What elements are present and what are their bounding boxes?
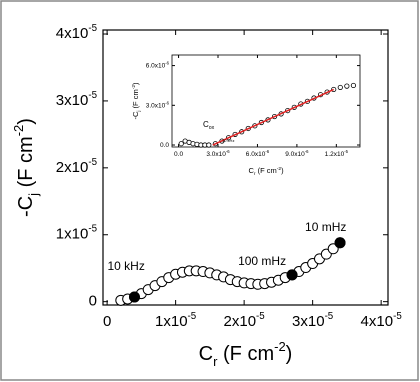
x-axis-title-part: C	[199, 343, 213, 365]
highlight-point	[334, 237, 346, 249]
tick-label-part: 9.0x10	[285, 151, 305, 158]
tick-label: 1.2x10-5	[325, 149, 349, 158]
tick-label-part: -6	[165, 100, 169, 105]
tick-label: 9.0x10-6	[285, 149, 309, 158]
tick-label-part: 4x10	[361, 313, 394, 330]
tick-label-part: 4x10	[56, 25, 89, 42]
tick-label: 2x10-5	[56, 157, 98, 176]
y-axis-title-part: j	[26, 193, 41, 197]
y-axis-title-part: -2	[11, 125, 26, 137]
x-axis-title-part: r	[254, 171, 256, 177]
tick-label: 1x10-5	[155, 311, 197, 330]
tick-label-part: -5	[325, 311, 334, 322]
y-axis-title-part: (F cm	[131, 89, 140, 110]
tick-label-part: -5	[88, 23, 97, 34]
tick-label: 3x10-5	[292, 311, 334, 330]
tick-label-part: 2x10	[224, 313, 257, 330]
tick-label-part: 6.0x10	[246, 151, 266, 158]
tick-label-part: 1.2x10	[325, 151, 345, 158]
tick-label-part: -5	[344, 149, 348, 154]
x-axis-title-part: )	[286, 343, 293, 365]
data-point	[206, 142, 212, 148]
tick-label: 4x10-5	[361, 311, 403, 330]
tick-label-part: -5	[88, 224, 97, 235]
marker-label-part: ox	[209, 125, 215, 131]
y-axis-title-part: j	[136, 111, 142, 113]
data-point	[350, 82, 357, 89]
tick-label: 2x10-5	[224, 311, 266, 330]
fit-line	[212, 88, 335, 146]
x-axis-title-part: r	[213, 354, 218, 369]
x-axis-title-part: (F cm	[217, 343, 274, 365]
tick-label-part: 0.0	[174, 151, 183, 158]
tick-label: 0.0	[174, 151, 183, 158]
annotation: 10 mHz	[305, 220, 346, 234]
tick-label-part: 1x10	[56, 226, 89, 243]
tick-label: 4x10-5	[56, 23, 98, 42]
data-point	[337, 84, 343, 91]
tick-label-part: -6	[265, 149, 269, 154]
tick-label: 1x10-5	[56, 224, 98, 243]
y-axis-title-part: )	[15, 118, 37, 125]
x-axis-title-part: (F cm	[255, 166, 276, 175]
tick-label: 3.0x10-6	[146, 100, 170, 109]
tick-label-part: -5	[256, 311, 265, 322]
tick-label-part: 3x10	[292, 313, 325, 330]
tick-label-part: 0.0	[160, 142, 169, 149]
tick-label-part: 3.0x10	[206, 151, 226, 158]
tick-label-part: -5	[188, 311, 197, 322]
x-axis-title-part: -2	[274, 339, 286, 354]
tick-label-part: 6.0x10	[146, 62, 166, 69]
highlight-point	[129, 291, 141, 303]
y-axis-title-part: -C	[15, 196, 37, 217]
tick-label-part: -6	[165, 60, 169, 65]
y-axis-title: -Cj (F cm-2)	[131, 82, 142, 120]
y-axis-title-part: -2	[131, 85, 137, 90]
data-point	[178, 141, 184, 147]
x-axis-title-part: C	[248, 166, 254, 175]
tick-label-part: -5	[88, 90, 97, 101]
tick-label-part: 3.0x10	[146, 102, 166, 109]
highlight-point	[286, 269, 298, 281]
y-axis-title: -Cj (F cm-2)	[11, 118, 41, 217]
tick-label: 6.0x10-6	[246, 149, 270, 158]
tick-label-part: 1x10	[155, 313, 188, 330]
data-point	[327, 243, 339, 255]
marker-label: Cox	[203, 120, 215, 131]
annotation: 100 mHz	[238, 254, 286, 268]
x-axis-title-part: )	[281, 166, 284, 175]
tick-label: 3x10-5	[56, 90, 98, 109]
tick-label-part: 2x10	[56, 159, 89, 176]
plot-frame	[171, 54, 361, 148]
x-axis-title-part: -2	[277, 166, 282, 172]
tick-label-part: -6	[305, 149, 309, 154]
y-axis-title-part: -C	[131, 111, 140, 119]
note: 10 kHz	[222, 138, 234, 143]
y-axis-title-part: (F cm	[15, 136, 37, 193]
tick-label-part: 3x10	[56, 92, 89, 109]
tick-label: 0.0	[160, 142, 169, 149]
tick-label-part: -6	[226, 149, 230, 154]
tick-label: 0	[89, 293, 97, 310]
tick-label: 6.0x10-6	[146, 60, 170, 69]
x-axis-title: Cr (F cm-2)	[248, 166, 284, 177]
tick-label: 0	[103, 313, 111, 330]
marker-label-part: C	[203, 120, 209, 129]
y-axis-title-part: )	[131, 82, 140, 85]
annotation: 10 kHz	[108, 259, 145, 273]
tick-label-part: -5	[88, 157, 97, 168]
data-point	[344, 83, 350, 89]
x-axis-title: Cr (F cm-2)	[199, 339, 293, 369]
tick-label-part: -5	[393, 311, 402, 322]
tick-label: 3.0x10-6	[206, 149, 230, 158]
